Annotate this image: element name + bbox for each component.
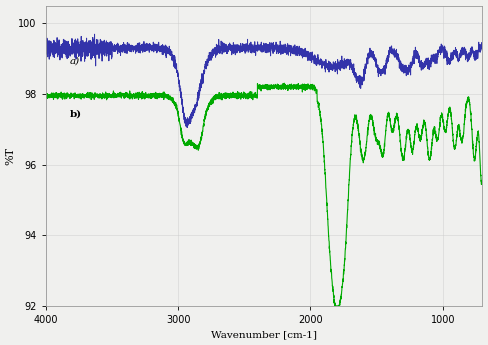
Y-axis label: %T: %T: [5, 147, 16, 165]
X-axis label: Wavenumber [cm-1]: Wavenumber [cm-1]: [211, 331, 317, 339]
Text: a): a): [70, 57, 80, 66]
Text: b): b): [70, 110, 81, 119]
